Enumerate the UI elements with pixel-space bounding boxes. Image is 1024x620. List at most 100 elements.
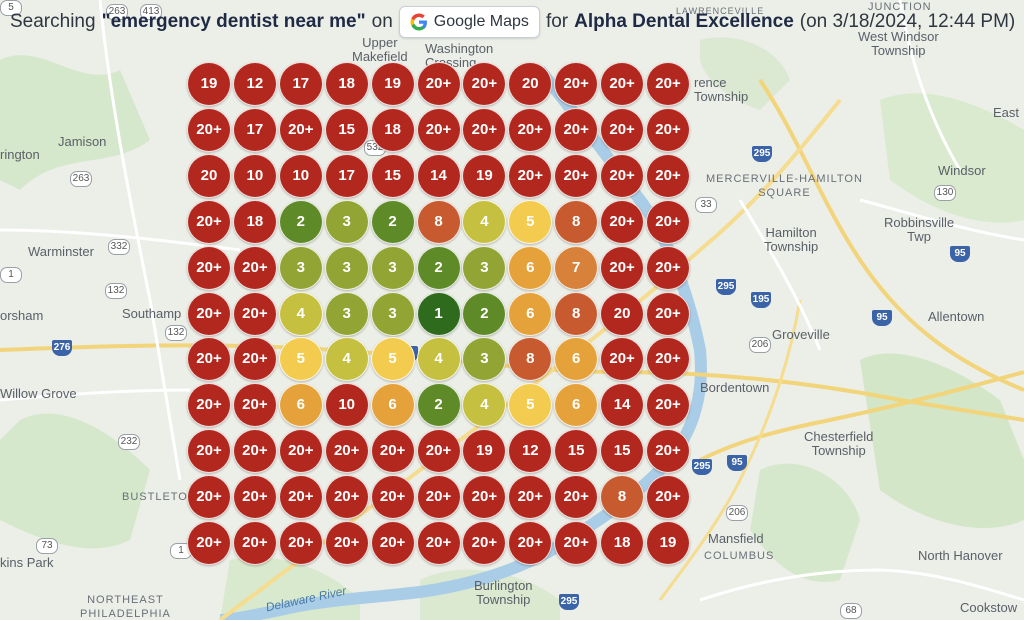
rank-marker[interactable]: 6 — [554, 383, 599, 428]
rank-marker[interactable]: 20+ — [370, 521, 415, 565]
rank-marker[interactable]: 20+ — [462, 62, 507, 106]
rank-marker[interactable]: 19 — [187, 62, 231, 106]
rank-marker[interactable]: 6 — [508, 291, 553, 336]
rank-marker[interactable]: 4 — [278, 291, 323, 336]
rank-marker[interactable]: 20+ — [187, 429, 231, 474]
rank-marker[interactable]: 20+ — [600, 337, 645, 382]
rank-marker[interactable]: 20+ — [416, 62, 461, 106]
rank-marker[interactable]: 20 — [600, 291, 645, 336]
rank-marker[interactable]: 20+ — [646, 245, 690, 290]
rank-marker[interactable]: 18 — [600, 521, 645, 565]
rank-marker[interactable]: 20+ — [232, 383, 277, 428]
rank-marker[interactable]: 20+ — [508, 521, 553, 565]
rank-marker[interactable]: 20+ — [187, 383, 231, 428]
rank-marker[interactable]: 5 — [278, 337, 323, 382]
rank-marker[interactable]: 20+ — [232, 291, 277, 336]
rank-marker[interactable]: 20+ — [646, 62, 690, 106]
rank-marker[interactable]: 20+ — [232, 521, 277, 565]
rank-marker[interactable]: 20+ — [232, 337, 277, 382]
rank-marker[interactable]: 8 — [508, 337, 553, 382]
rank-marker[interactable]: 17 — [232, 107, 277, 152]
rank-marker[interactable]: 20+ — [187, 521, 231, 565]
rank-marker[interactable]: 19 — [462, 429, 507, 474]
rank-marker[interactable]: 8 — [554, 291, 599, 336]
rank-marker[interactable]: 20+ — [646, 383, 690, 428]
rank-marker[interactable]: 10 — [232, 153, 277, 198]
rank-marker[interactable]: 4 — [324, 337, 369, 382]
rank-marker[interactable]: 20+ — [600, 107, 645, 152]
rank-marker[interactable]: 20+ — [508, 107, 553, 152]
rank-marker[interactable]: 5 — [370, 337, 415, 382]
rank-marker[interactable]: 20+ — [416, 107, 461, 152]
rank-marker[interactable]: 20+ — [278, 429, 323, 474]
rank-marker[interactable]: 20+ — [646, 429, 690, 474]
rank-marker[interactable]: 2 — [416, 245, 461, 290]
rank-marker[interactable]: 20+ — [554, 107, 599, 152]
rank-marker[interactable]: 6 — [508, 245, 553, 290]
rank-marker[interactable]: 20+ — [554, 153, 599, 198]
rank-marker[interactable]: 10 — [278, 153, 323, 198]
rank-marker[interactable]: 20+ — [600, 153, 645, 198]
rank-marker[interactable]: 15 — [554, 429, 599, 474]
rank-marker[interactable]: 20+ — [278, 107, 323, 152]
rank-marker[interactable]: 20+ — [646, 153, 690, 198]
rank-marker[interactable]: 4 — [462, 383, 507, 428]
rank-marker[interactable]: 20+ — [187, 107, 231, 152]
rank-marker[interactable]: 3 — [324, 291, 369, 336]
rank-marker[interactable]: 3 — [324, 245, 369, 290]
rank-marker[interactable]: 18 — [324, 62, 369, 106]
rank-marker[interactable]: 19 — [462, 153, 507, 198]
rank-marker[interactable]: 20+ — [600, 245, 645, 290]
rank-marker[interactable]: 20+ — [370, 429, 415, 474]
rank-marker[interactable]: 20+ — [462, 475, 507, 520]
rank-marker[interactable]: 20+ — [324, 475, 369, 520]
rank-marker[interactable]: 17 — [278, 62, 323, 106]
rank-marker[interactable]: 20+ — [646, 337, 690, 382]
rank-marker[interactable]: 17 — [324, 153, 369, 198]
rank-marker[interactable]: 5 — [508, 199, 553, 244]
rank-marker[interactable]: 20+ — [187, 245, 231, 290]
rank-marker[interactable]: 20+ — [600, 199, 645, 244]
rank-marker[interactable]: 20+ — [554, 475, 599, 520]
rank-marker[interactable]: 2 — [462, 291, 507, 336]
rank-marker[interactable]: 2 — [416, 383, 461, 428]
rank-marker[interactable]: 20+ — [187, 475, 231, 520]
rank-marker[interactable]: 20+ — [370, 475, 415, 520]
rank-marker[interactable]: 20+ — [187, 291, 231, 336]
rank-marker[interactable]: 12 — [232, 62, 277, 106]
rank-marker[interactable]: 20+ — [187, 337, 231, 382]
rank-marker[interactable]: 20+ — [600, 62, 645, 106]
rank-marker[interactable]: 6 — [278, 383, 323, 428]
rank-marker[interactable]: 8 — [600, 475, 645, 520]
rank-marker[interactable]: 10 — [324, 383, 369, 428]
rank-marker[interactable]: 5 — [508, 383, 553, 428]
rank-marker[interactable]: 8 — [416, 199, 461, 244]
rank-marker[interactable]: 14 — [416, 153, 461, 198]
rank-marker[interactable]: 19 — [370, 62, 415, 106]
rank-marker[interactable]: 12 — [508, 429, 553, 474]
rank-marker[interactable]: 4 — [462, 199, 507, 244]
rank-marker[interactable]: 6 — [370, 383, 415, 428]
rank-marker[interactable]: 20+ — [646, 475, 690, 520]
rank-marker[interactable]: 14 — [600, 383, 645, 428]
rank-marker[interactable]: 3 — [370, 291, 415, 336]
rank-marker[interactable]: 20+ — [554, 521, 599, 565]
rank-marker[interactable]: 18 — [232, 199, 277, 244]
rank-marker[interactable]: 3 — [370, 245, 415, 290]
rank-marker[interactable]: 20+ — [508, 153, 553, 198]
rank-marker[interactable]: 6 — [554, 337, 599, 382]
rank-marker[interactable]: 15 — [600, 429, 645, 474]
rank-marker[interactable]: 8 — [554, 199, 599, 244]
rank-marker[interactable]: 20+ — [416, 521, 461, 565]
rank-marker[interactable]: 15 — [370, 153, 415, 198]
rank-marker[interactable]: 1 — [416, 291, 461, 336]
rank-marker[interactable]: 3 — [324, 199, 369, 244]
rank-marker[interactable]: 2 — [278, 199, 323, 244]
rank-marker[interactable]: 20 — [508, 62, 553, 106]
rank-marker[interactable]: 20+ — [187, 199, 231, 244]
rank-marker[interactable]: 20+ — [554, 62, 599, 106]
rank-marker[interactable]: 20+ — [232, 245, 277, 290]
rank-marker[interactable]: 3 — [462, 337, 507, 382]
rank-marker[interactable]: 20+ — [646, 107, 690, 152]
